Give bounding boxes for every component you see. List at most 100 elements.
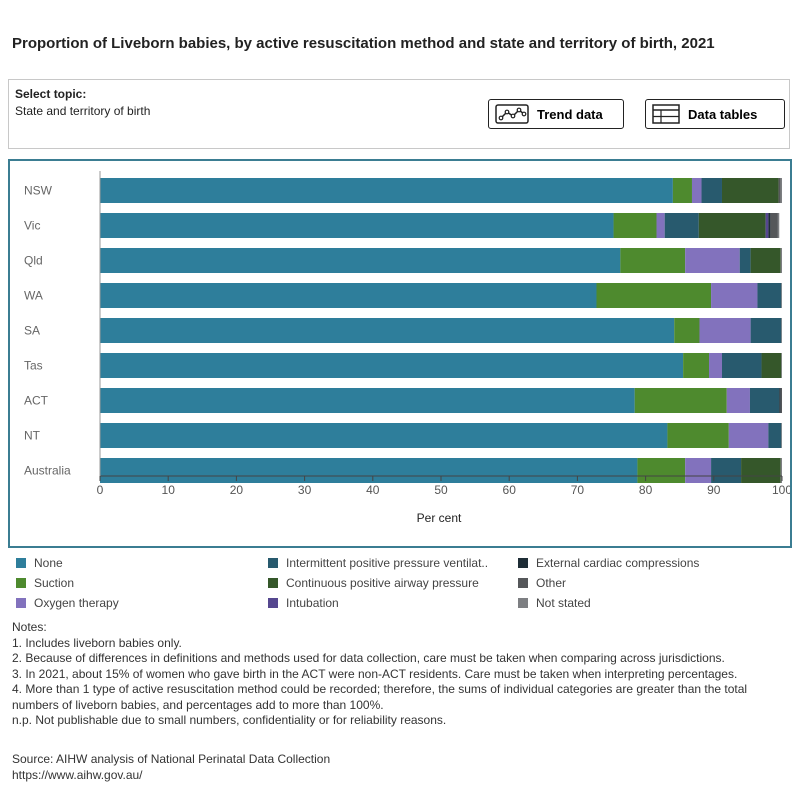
bar-segment[interactable] [672,178,692,203]
bar-segment[interactable] [780,388,782,413]
legend-swatch [268,578,278,588]
bar-segment[interactable] [780,178,782,203]
legend-label: None [34,556,63,570]
bar-segment[interactable] [711,283,758,308]
bar-segment[interactable] [100,388,635,413]
bar-segment[interactable] [750,318,782,343]
bar-segment[interactable] [699,318,751,343]
bar-segment[interactable] [100,283,597,308]
bar-segment[interactable] [781,283,782,308]
source-url[interactable]: https://www.aihw.gov.au/ [12,767,143,782]
trend-data-button[interactable]: Trend data [488,99,624,129]
legend-swatch [16,578,26,588]
legend-item[interactable]: None [16,556,63,570]
bar-segment[interactable] [770,213,778,238]
bar-segment[interactable] [637,458,686,483]
legend-swatch [518,558,528,568]
bar-segment[interactable] [726,388,750,413]
bar-segment[interactable] [100,178,673,203]
legend-item[interactable]: Not stated [518,596,591,610]
category-label: NSW [24,184,53,198]
bar-segment[interactable] [613,213,657,238]
data-tables-button[interactable]: Data tables [645,99,785,129]
bar-segment[interactable] [781,353,782,378]
note-item: 4. More than 1 type of active resuscitat… [12,682,748,712]
legend-item[interactable]: Continuous positive airway pressure [268,576,479,590]
bar-segment[interactable] [768,423,782,448]
bar-segment[interactable] [100,423,668,448]
bar-segment[interactable] [768,213,771,238]
chart-legend: None Intermittent positive pressure venti… [16,556,786,618]
legend-label: Intubation [286,596,339,610]
x-tick-label: 20 [230,483,244,497]
source-section: Source: AIHW analysis of National Perina… [12,752,330,783]
bar-segment[interactable] [781,423,782,448]
bar-segment[interactable] [596,283,712,308]
bar-segment[interactable] [667,423,729,448]
topic-label: Select topic: [15,87,87,101]
bar-segment[interactable] [685,248,740,273]
bar-segment[interactable] [777,213,780,238]
bar-segment[interactable] [709,353,722,378]
category-label: Vic [24,219,40,233]
bar-segment[interactable] [711,458,742,483]
bar-segment[interactable] [674,318,700,343]
bar-segment[interactable] [739,248,751,273]
note-item: n.p. Not publishable due to small number… [12,713,447,727]
bar-segment[interactable] [100,458,638,483]
topic-value[interactable]: State and territory of birth [15,104,151,118]
bar-segment[interactable] [721,178,779,203]
bar-segment[interactable] [781,318,782,343]
bar-segment[interactable] [741,458,781,483]
bar-segment[interactable] [779,388,781,413]
bar-segment[interactable] [757,283,782,308]
bar-segment[interactable] [698,213,766,238]
notes-section: Notes: 1. Includes liveborn babies only.… [12,620,788,729]
x-tick-label: 60 [503,483,517,497]
bar-segment[interactable] [100,318,675,343]
bar-segment[interactable] [664,213,699,238]
bar-segment[interactable] [765,213,769,238]
bar-segment[interactable] [761,353,782,378]
x-tick-label: 90 [707,483,721,497]
bar-segment[interactable] [683,353,710,378]
legend-label: External cardiac compressions [536,556,700,570]
bar-segment[interactable] [778,178,781,203]
legend-item[interactable]: Other [518,576,566,590]
bar-segment[interactable] [691,178,702,203]
x-tick-label: 10 [162,483,176,497]
category-label: Australia [24,464,71,478]
bar-segment[interactable] [750,248,781,273]
bar-segment[interactable] [100,213,614,238]
bar-segment[interactable] [749,388,780,413]
x-axis-title: Per cent [417,511,462,525]
bar-segment[interactable] [100,353,684,378]
bar-segment[interactable] [701,178,722,203]
bar-segment[interactable] [728,423,769,448]
legend-item[interactable]: Intermittent positive pressure ventilat.… [268,556,488,570]
x-tick-label: 70 [571,483,585,497]
bar-segment[interactable] [780,458,782,483]
category-label: Qld [24,254,43,268]
bar-segment[interactable] [685,458,712,483]
legend-item[interactable]: Intubation [268,596,339,610]
bar-segment[interactable] [780,248,782,273]
bar-segment[interactable] [656,213,665,238]
legend-item[interactable]: Suction [16,576,74,590]
legend-label: Suction [34,576,75,590]
x-tick-label: 100 [772,483,790,497]
note-item: 3. In 2021, about 15% of women who gave … [12,666,738,681]
data-tables-label: Data tables [688,106,758,122]
note-item: 1. Includes liveborn babies only. [12,635,182,650]
bar-segment[interactable] [634,388,727,413]
legend-swatch [268,598,278,608]
x-tick-label: 50 [434,483,448,497]
source-text: Source: AIHW analysis of National Perina… [12,752,331,766]
bar-segment[interactable] [100,248,621,273]
chart-title: Proportion of Liveborn babies, by active… [12,35,715,52]
bar-segment[interactable] [620,248,686,273]
legend-item[interactable]: External cardiac compressions [518,556,699,570]
category-label: ACT [24,394,49,408]
legend-item[interactable]: Oxygen therapy [16,596,119,610]
bar-segment[interactable] [721,353,762,378]
